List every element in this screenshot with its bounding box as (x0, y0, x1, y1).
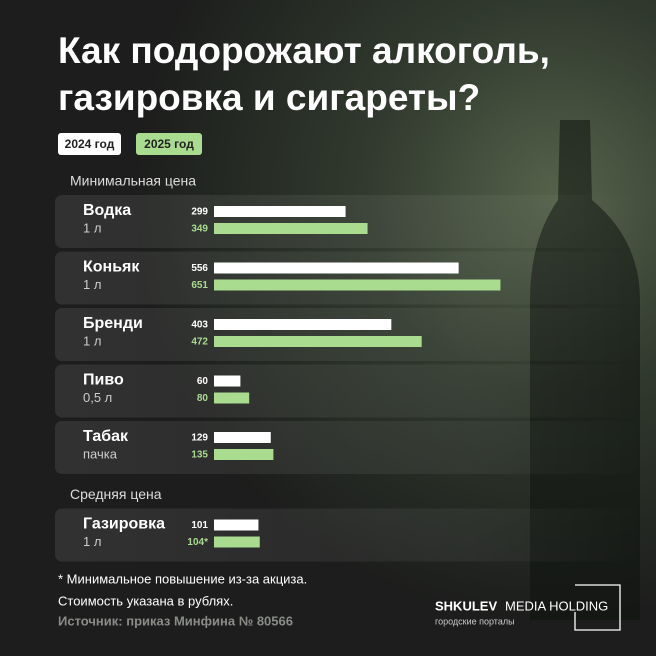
bar (214, 223, 368, 234)
brand-tagline: городские порталы (435, 616, 515, 626)
legend-chip (58, 133, 121, 155)
title-line: газировка и сигареты? (58, 77, 480, 118)
bar (214, 536, 260, 548)
unit-label: пачка (83, 446, 118, 461)
bar (214, 375, 241, 387)
row-background (55, 195, 645, 248)
value-label: 135 (191, 450, 208, 461)
unit-label: 0,5 л (83, 390, 112, 405)
category-label: Газировка (83, 516, 165, 533)
brand-name: SHKULEV (435, 598, 497, 613)
section-label: Средняя цена (70, 486, 162, 502)
footnote: Стоимость указана в рублях. (58, 593, 233, 608)
source: Источник: приказ Минфина № 80566 (58, 613, 293, 628)
brand-suffix: MEDIA HOLDING (505, 598, 608, 613)
row-background (55, 508, 645, 562)
value-label: 104* (187, 537, 208, 548)
bar (214, 319, 392, 330)
value-label: 651 (191, 280, 208, 291)
row-background (55, 421, 645, 474)
legend-label: 2024 год (65, 137, 115, 151)
value-label: 129 (191, 433, 208, 444)
bar (214, 449, 274, 460)
unit-label: 1 л (83, 277, 101, 292)
value-label: 60 (197, 376, 209, 387)
value-label: 349 (191, 224, 208, 235)
category-label: Водка (83, 202, 131, 219)
bar (214, 392, 250, 404)
bar (214, 336, 422, 347)
legend-label: 2025 год (144, 137, 194, 151)
unit-label: 1 л (83, 220, 101, 235)
row-background (55, 308, 645, 361)
value-label: 299 (191, 207, 208, 218)
title-line: Как подорожают алкоголь, (58, 30, 550, 71)
value-label: 101 (191, 520, 208, 531)
row-background (55, 364, 645, 418)
value-label: 556 (191, 263, 208, 274)
section-label: Минимальная цена (70, 173, 196, 189)
category-label: Табак (83, 428, 129, 445)
bar (214, 279, 501, 291)
value-label: 403 (191, 320, 208, 331)
unit-label: 1 л (83, 333, 101, 348)
legend-chip (136, 133, 202, 155)
unit-label: 1 л (83, 534, 101, 549)
category-label: Пиво (83, 372, 124, 389)
value-label: 80 (197, 393, 209, 404)
bar (214, 432, 271, 443)
category-label: Бренди (83, 315, 143, 332)
bar (214, 206, 346, 217)
bar (214, 519, 259, 531)
brand-logo (574, 584, 621, 631)
footnote: * Минимальное повышение из-за акциза. (58, 571, 307, 586)
row-background (55, 251, 645, 305)
category-label: Коньяк (83, 259, 140, 276)
bar (214, 262, 459, 274)
value-label: 472 (191, 337, 208, 348)
